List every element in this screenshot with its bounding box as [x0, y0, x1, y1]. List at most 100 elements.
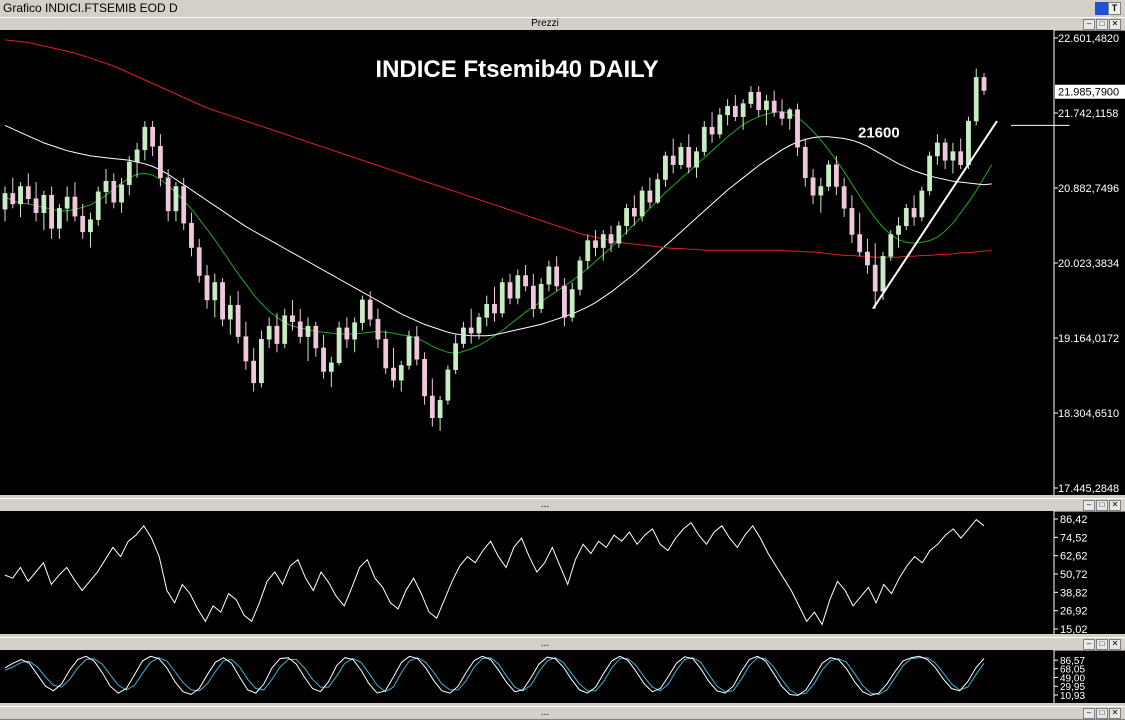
candle-body	[608, 234, 614, 244]
candle-body	[663, 155, 668, 180]
maximize-icon[interactable]: □	[1096, 19, 1108, 30]
osc1-maximize-icon[interactable]: □	[1096, 500, 1108, 511]
candle	[18, 182, 23, 218]
candle	[189, 212, 194, 257]
stoch_k-line	[4, 655, 985, 696]
candle	[220, 278, 225, 327]
osc1-panel-title: ...	[540, 499, 550, 510]
candle-body	[732, 105, 738, 117]
candle-body	[927, 155, 932, 192]
candle-body	[686, 146, 692, 168]
candle-body	[872, 264, 878, 292]
candle-body	[212, 282, 218, 301]
candle-body	[725, 105, 730, 116]
candle-body	[911, 208, 917, 218]
osc1-close-icon[interactable]: ✕	[1109, 500, 1121, 511]
stoch-tick-label: 86,57	[1060, 656, 1085, 667]
candle-body	[833, 164, 839, 187]
candle	[49, 186, 55, 239]
panel-splitter[interactable]	[0, 495, 1125, 498]
candle	[266, 317, 272, 348]
candle-body	[243, 336, 249, 362]
candle	[367, 291, 373, 327]
panel-splitter-2[interactable]	[0, 634, 1125, 637]
candle	[872, 243, 878, 309]
price-tick-label: 17.445,2848	[1058, 483, 1119, 495]
candle-body	[849, 208, 855, 235]
candle	[740, 99, 746, 130]
candle	[896, 217, 901, 248]
price-tick-label: 22.601,4820	[1058, 33, 1119, 45]
price-tick-label: 20.023,3834	[1058, 258, 1119, 270]
candle	[647, 177, 653, 209]
osc2-panel-header: ... – □ ✕	[0, 637, 1125, 651]
candle	[321, 334, 326, 379]
candle	[422, 352, 427, 405]
candle-body	[934, 142, 940, 157]
candle	[748, 86, 754, 108]
bottom-minimize-icon[interactable]: –	[1083, 708, 1095, 719]
candle-body	[476, 317, 482, 334]
panel-splitter-3[interactable]	[0, 703, 1125, 706]
candle-body	[2, 193, 8, 210]
candle-body	[468, 327, 474, 334]
candle-body	[523, 275, 528, 287]
candle	[305, 317, 311, 362]
candle	[678, 142, 684, 170]
minimize-icon[interactable]: –	[1083, 19, 1095, 30]
candle-body	[266, 325, 272, 340]
color-square-icon[interactable]	[1095, 2, 1108, 15]
close-icon[interactable]: ✕	[1109, 19, 1121, 30]
candle	[453, 334, 459, 375]
bottom-panel-header: ... – □ ✕	[0, 706, 1125, 720]
candle-body	[95, 191, 101, 220]
osc2-close-icon[interactable]: ✕	[1109, 639, 1121, 650]
candle-body	[865, 251, 870, 266]
bottom-close-icon[interactable]: ✕	[1109, 708, 1121, 719]
candle	[732, 94, 738, 122]
candle-body	[593, 240, 598, 248]
osc1-minimize-icon[interactable]: –	[1083, 500, 1095, 511]
candle	[80, 203, 86, 239]
candle-body	[64, 196, 70, 209]
candle	[833, 155, 839, 196]
bottom-maximize-icon[interactable]: □	[1096, 708, 1108, 719]
stoch-tick-label: 49,00	[1060, 673, 1085, 684]
candle	[476, 313, 482, 340]
candle-body	[546, 266, 552, 285]
candle-body	[787, 109, 793, 119]
support-trendline	[872, 120, 998, 310]
candle	[64, 186, 70, 222]
candle-body	[111, 181, 117, 203]
candle-body	[142, 126, 148, 151]
candle	[857, 212, 863, 257]
candle	[764, 94, 769, 126]
candle	[655, 173, 661, 204]
candle	[810, 169, 816, 204]
candle	[2, 186, 8, 222]
candle	[134, 142, 140, 178]
candle-body	[507, 282, 513, 299]
candle	[554, 256, 560, 292]
candle-body	[810, 177, 816, 196]
candle-body	[290, 315, 295, 323]
candle	[624, 203, 629, 235]
candle	[142, 121, 148, 161]
text-tool-icon[interactable]: T	[1108, 2, 1121, 15]
candle	[297, 308, 303, 344]
candle-body	[150, 126, 156, 147]
candle-body	[585, 240, 591, 261]
osc2-minimize-icon[interactable]: –	[1083, 639, 1095, 650]
candle	[631, 195, 637, 226]
candle-body	[942, 142, 948, 161]
candle	[383, 330, 389, 375]
candle	[958, 138, 964, 170]
candle	[841, 177, 847, 218]
candle-body	[429, 395, 435, 419]
candle-body	[10, 193, 16, 205]
candle	[196, 238, 202, 283]
candle	[756, 86, 762, 117]
osc2-maximize-icon[interactable]: □	[1096, 639, 1108, 650]
candle	[313, 321, 319, 357]
